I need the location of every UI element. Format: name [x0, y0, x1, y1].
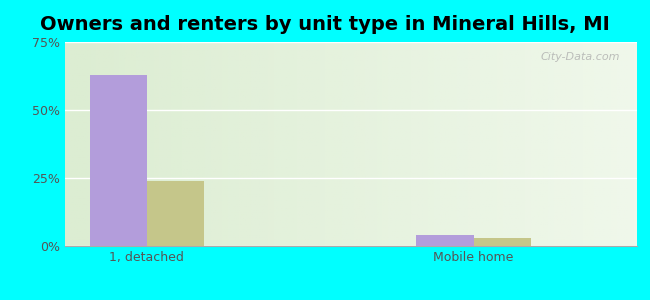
Text: Owners and renters by unit type in Mineral Hills, MI: Owners and renters by unit type in Miner… — [40, 15, 610, 34]
Bar — [417, 235, 474, 246]
Bar — [90, 75, 147, 246]
Bar — [474, 238, 531, 246]
Text: City-Data.com: City-Data.com — [540, 52, 620, 62]
Bar — [147, 181, 204, 246]
Legend: Owner occupied units, Renter occupied units: Owner occupied units, Renter occupied un… — [170, 297, 532, 300]
